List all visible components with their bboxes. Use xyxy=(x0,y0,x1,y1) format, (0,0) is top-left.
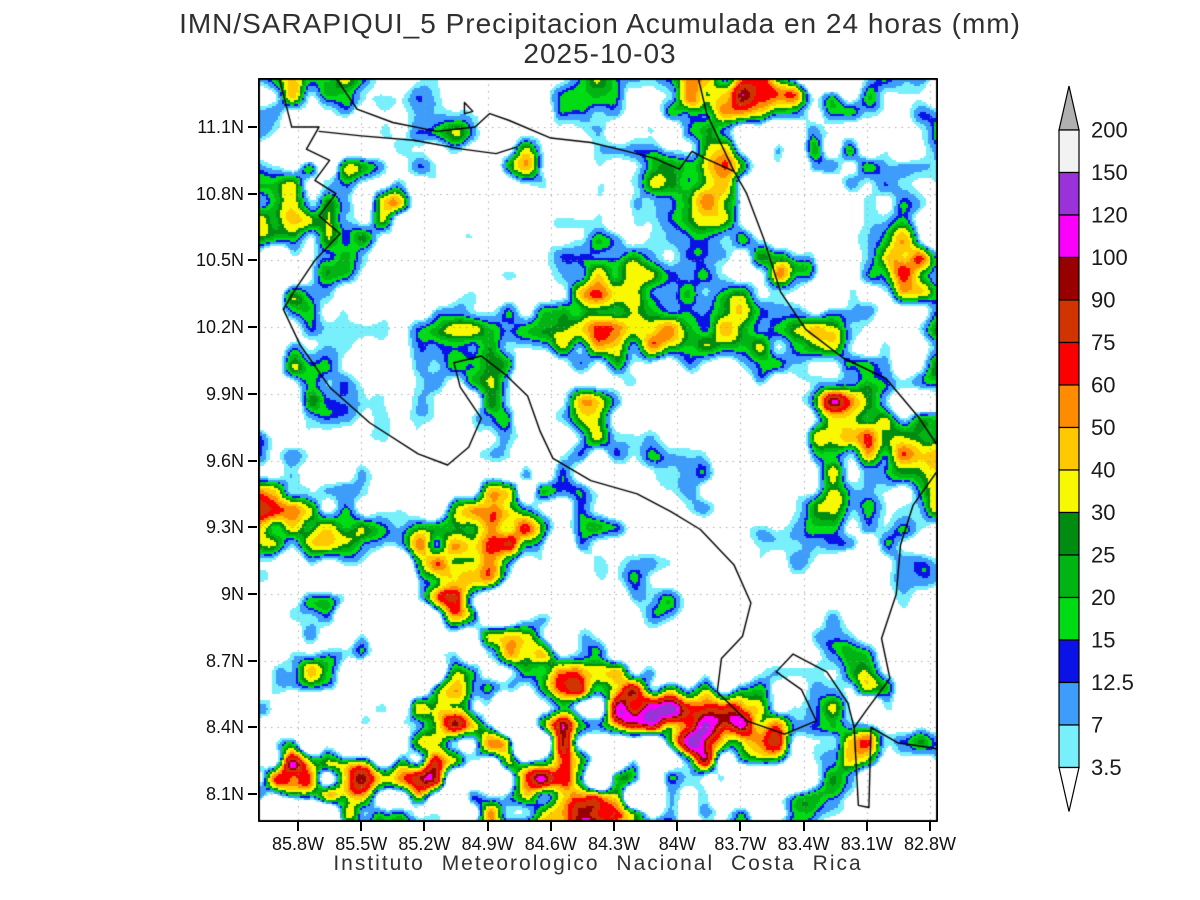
colorbar-tick-label: 20 xyxy=(1091,585,1115,610)
lat-tick-label: 9N xyxy=(220,584,244,605)
colorbar-band xyxy=(1058,299,1080,344)
lat-tick-label: 10.8N xyxy=(195,183,244,204)
colorbar-band xyxy=(1058,724,1080,769)
lon-tick-mark xyxy=(865,822,868,831)
lat-tick-label: 10.2N xyxy=(195,317,244,338)
colorbar-band xyxy=(1058,596,1080,641)
lon-tick-mark xyxy=(549,822,552,831)
colorbar-tick-label: 3.5 xyxy=(1091,755,1122,780)
lon-tick-mark xyxy=(928,822,931,831)
colorbar-tick-label: 90 xyxy=(1091,288,1115,313)
lon-tick-label: 83.7W xyxy=(714,834,767,854)
colorbar-band xyxy=(1058,214,1080,259)
lon-tick-label: 82.8W xyxy=(903,834,956,854)
colorbar-above-max-arrow xyxy=(1058,85,1080,131)
colorbar-band xyxy=(1058,384,1080,429)
colorbar: 3.5 7 12.5 15 20 25 30 40 50 60 75 90 100 120 150 200 xyxy=(1058,85,1134,812)
lat-tick-mark xyxy=(248,259,257,262)
footer-caption: Instituto Meteorologico Nacional Costa R… xyxy=(333,852,863,875)
lat-tick-mark xyxy=(248,526,257,529)
colorbar-tick-label: 75 xyxy=(1091,330,1115,355)
lon-tick-label: 84.6W xyxy=(524,834,577,854)
lat-tick-mark xyxy=(248,593,257,596)
lat-tick-label: 11.1N xyxy=(197,116,244,137)
lat-tick-label: 8.4N xyxy=(205,717,244,738)
lon-tick-label: 84.9W xyxy=(461,834,514,854)
lat-tick-mark xyxy=(248,793,257,796)
colorbar-band xyxy=(1058,426,1080,471)
lon-tick-label: 85.8W xyxy=(272,834,325,854)
colorbar-tick-label: 120 xyxy=(1091,203,1128,228)
lat-tick-label: 9.3N xyxy=(205,517,244,538)
precipitation-map-canvas xyxy=(258,78,938,822)
lon-tick-mark xyxy=(486,822,489,831)
lon-tick-label: 84.3W xyxy=(587,834,641,854)
colorbar-band xyxy=(1058,341,1080,386)
colorbar-band xyxy=(1058,681,1080,726)
lon-tick-label: 83.4W xyxy=(777,834,830,854)
lon-tick-mark xyxy=(297,822,300,831)
lat-tick-label: 8.7N xyxy=(205,650,244,671)
colorbar-tick-label: 25 xyxy=(1091,543,1115,568)
colorbar-band xyxy=(1058,256,1080,301)
lat-tick-mark xyxy=(248,659,257,662)
colorbar-band xyxy=(1058,171,1080,216)
lat-tick-label: 8.1N xyxy=(205,784,244,805)
colorbar-tick-label: 150 xyxy=(1091,160,1128,185)
lon-tick-mark xyxy=(739,822,742,831)
colorbar-tick-label: 30 xyxy=(1091,500,1115,525)
colorbar-band xyxy=(1058,554,1080,599)
colorbar-tick-label: 50 xyxy=(1091,415,1115,440)
colorbar-tick-label: 7 xyxy=(1091,713,1103,738)
colorbar-band xyxy=(1058,469,1080,514)
lat-tick-mark xyxy=(248,326,257,329)
lat-tick-mark xyxy=(248,459,257,462)
lon-tick-label: 84W xyxy=(658,834,696,854)
colorbar-band xyxy=(1058,639,1080,684)
lat-tick-mark xyxy=(248,392,257,395)
lon-tick-label: 85.2W xyxy=(398,834,451,854)
colorbar-below-min-arrow xyxy=(1058,766,1080,812)
colorbar-tick-label: 12.5 xyxy=(1091,670,1134,695)
colorbar-band xyxy=(1058,511,1080,556)
colorbar-tick-label: 200 xyxy=(1091,118,1128,143)
chart-title: IMN/SARAPIQUI_5 Precipitacion Acumulada … xyxy=(179,8,1021,39)
lon-tick-label: 85.5W xyxy=(335,834,388,854)
colorbar-tick-label: 40 xyxy=(1091,458,1115,483)
lat-tick-label: 10.5N xyxy=(195,250,244,271)
lon-tick-mark xyxy=(613,822,615,831)
lon-tick-mark xyxy=(423,822,426,831)
lat-tick-mark xyxy=(248,125,257,128)
chart-date: 2025-10-03 xyxy=(523,38,677,69)
colorbar-tick-label: 15 xyxy=(1091,628,1115,653)
lon-tick-mark xyxy=(676,822,679,831)
lat-tick-label: 9.9N xyxy=(205,383,244,404)
lon-tick-mark xyxy=(360,822,363,831)
lat-tick-label: 9.6N xyxy=(205,450,244,471)
lat-tick-mark xyxy=(248,192,257,195)
lat-tick-mark xyxy=(248,726,257,729)
lon-tick-mark xyxy=(802,822,805,831)
colorbar-tick-label: 100 xyxy=(1091,245,1128,270)
colorbar-tick-label: 60 xyxy=(1091,373,1115,398)
lon-tick-label: 83.1W xyxy=(840,834,893,854)
colorbar-band xyxy=(1058,129,1080,174)
